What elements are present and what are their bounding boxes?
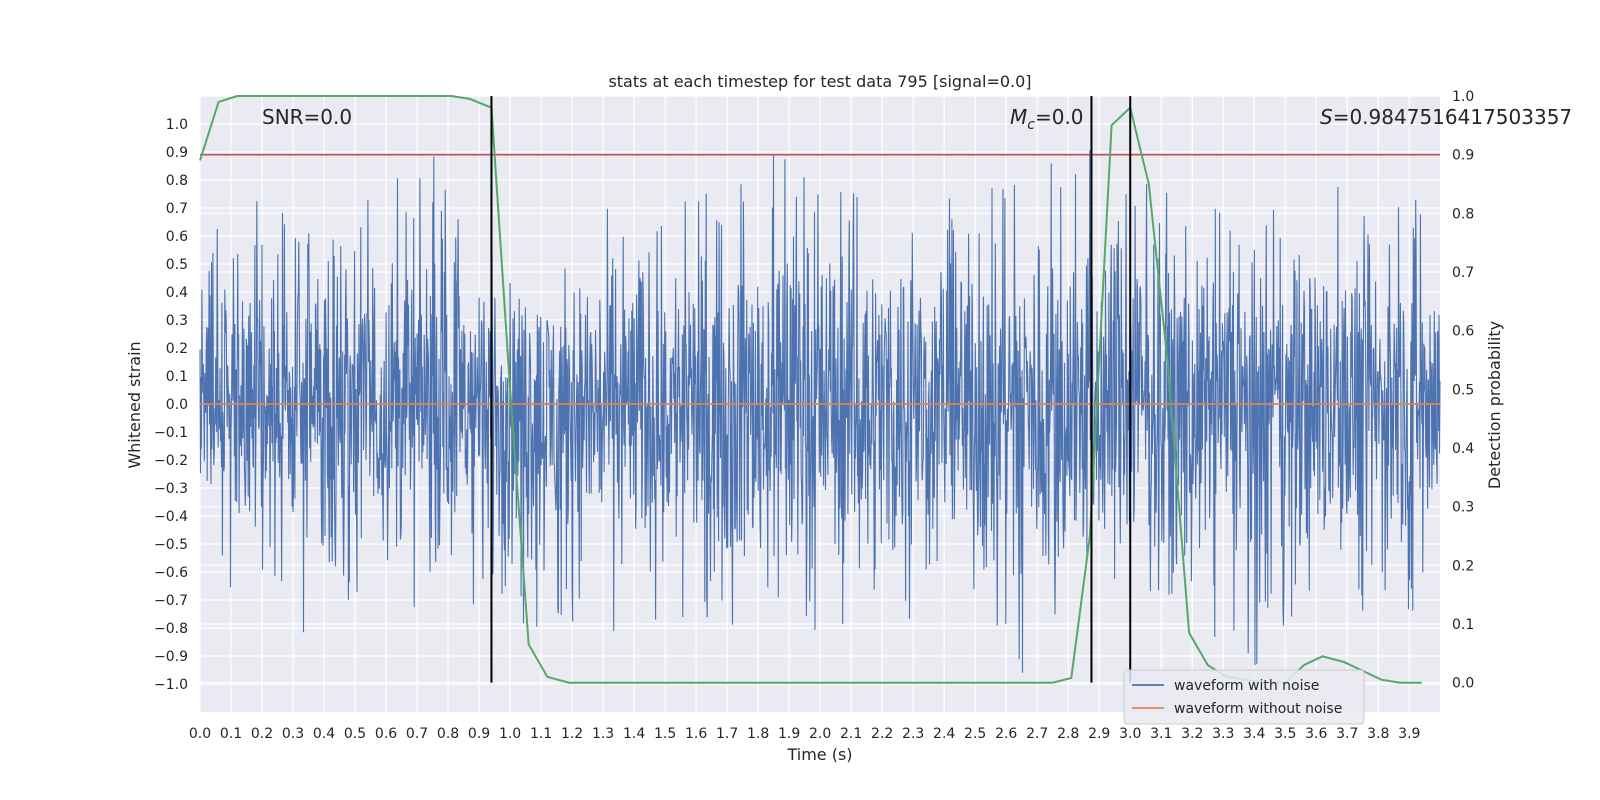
- legend: waveform with noise waveform without noi…: [1123, 669, 1365, 725]
- x-tick-label: 1.5: [654, 726, 676, 742]
- y-tick-label: 0.8: [166, 173, 188, 189]
- y-tick-label: 0.0: [166, 397, 188, 413]
- y2-tick-label: 0.2: [1452, 558, 1474, 574]
- y2-tick-label: 0.8: [1452, 206, 1474, 222]
- x-tick-label: 0.7: [406, 726, 428, 742]
- x-tick-label: 1.7: [716, 726, 738, 742]
- x-tick-label: 1.6: [685, 726, 707, 742]
- y2-axis-label: Detection probability: [1485, 321, 1504, 489]
- x-tick-label: 0.0: [189, 726, 211, 742]
- mc-annotation: Mc=0.0: [1010, 105, 1084, 133]
- y-tick-label: −0.1: [154, 425, 188, 441]
- waveform-with-noise-series: [199, 150, 1441, 673]
- x-axis-label: Time (s): [786, 745, 852, 764]
- x-tick-label: 3.4: [1243, 726, 1265, 742]
- x-tick-label: 3.0: [1119, 726, 1141, 742]
- y-tick-label: −0.9: [154, 649, 188, 665]
- x-tick-label: 0.6: [375, 726, 397, 742]
- y2-tick-label: 0.9: [1452, 148, 1474, 164]
- x-tick-label: 2.9: [1088, 726, 1110, 742]
- x-tick-label: 2.0: [809, 726, 831, 742]
- x-tick-label: 0.8: [437, 726, 459, 742]
- x-tick-label: 1.1: [530, 726, 552, 742]
- x-tick-label: 2.3: [902, 726, 924, 742]
- x-tick-label: 0.3: [282, 726, 304, 742]
- x-tick-label: 1.3: [592, 726, 614, 742]
- s-symbol: S: [1320, 105, 1333, 129]
- mc-value: =0.0: [1035, 105, 1084, 129]
- y2-tick-label: 0.1: [1452, 617, 1474, 633]
- y2-tick-label: 0.4: [1452, 441, 1474, 457]
- y2-axis-ticks: 0.0 0.1 0.2 0.3 0.4 0.5 0.6 0.7 0.8 0.9 1.0: [1452, 89, 1474, 692]
- x-tick-label: 1.0: [499, 726, 521, 742]
- y-tick-label: −1.0: [154, 677, 188, 693]
- y-tick-label: −0.5: [154, 537, 188, 553]
- y2-tick-label: 0.6: [1452, 324, 1474, 340]
- y-tick-label: 0.5: [166, 257, 188, 273]
- x-tick-label: 3.1: [1150, 726, 1172, 742]
- y2-tick-label: 0.5: [1452, 382, 1474, 398]
- x-tick-label: 0.5: [344, 726, 366, 742]
- waveform-with-noise-line: [199, 150, 1441, 673]
- y-tick-label: −0.8: [154, 621, 188, 637]
- x-tick-label: 1.9: [778, 726, 800, 742]
- x-tick-label: 0.2: [251, 726, 273, 742]
- x-tick-label: 3.6: [1305, 726, 1327, 742]
- x-tick-label: 0.1: [220, 726, 242, 742]
- y-tick-label: 0.4: [166, 285, 188, 301]
- mc-subscript: c: [1027, 117, 1035, 133]
- y-tick-label: −0.2: [154, 453, 188, 469]
- y2-tick-label: 0.3: [1452, 500, 1474, 516]
- y-axis-label: Whitened strain: [125, 341, 144, 468]
- x-tick-label: 0.9: [468, 726, 490, 742]
- y-tick-label: 0.1: [166, 369, 188, 385]
- x-tick-label: 3.9: [1398, 726, 1420, 742]
- chart-title: stats at each timestep for test data 795…: [608, 72, 1031, 91]
- y-tick-label: −0.7: [154, 593, 188, 609]
- y-tick-label: −0.6: [154, 565, 188, 581]
- x-tick-label: 1.8: [747, 726, 769, 742]
- legend-label-clean: waveform without noise: [1174, 701, 1342, 717]
- x-tick-label: 0.4: [313, 726, 335, 742]
- x-tick-label: 3.5: [1274, 726, 1296, 742]
- x-tick-label: 1.2: [561, 726, 583, 742]
- legend-label-noise: waveform with noise: [1174, 678, 1319, 694]
- x-tick-label: 1.4: [623, 726, 645, 742]
- y-tick-label: 0.3: [166, 313, 188, 329]
- y2-tick-label: 1.0: [1452, 89, 1474, 105]
- y2-tick-label: 0.7: [1452, 265, 1474, 281]
- y-tick-label: 0.6: [166, 229, 188, 245]
- y-tick-label: 0.9: [166, 145, 188, 161]
- y2-tick-label: 0.0: [1452, 676, 1474, 692]
- x-tick-label: 2.8: [1057, 726, 1079, 742]
- legend-box: [1123, 669, 1365, 725]
- y-tick-label: 0.7: [166, 201, 188, 217]
- x-axis-ticks: 0.0 0.1 0.2 0.3 0.4 0.5 0.6 0.7 0.8 0.9 1.0 1.1 1.2 1…: [189, 726, 1421, 742]
- x-tick-label: 2.4: [933, 726, 955, 742]
- y-axis-ticks: −1.0 −0.9 −0.8 −0.7 −0.6 −0.5 −0.4 −0.3 −0.2 −0.1…: [154, 117, 188, 693]
- y-tick-label: −0.3: [154, 481, 188, 497]
- x-tick-label: 2.5: [964, 726, 986, 742]
- x-tick-label: 3.3: [1212, 726, 1234, 742]
- x-tick-label: 3.2: [1181, 726, 1203, 742]
- x-tick-label: 2.6: [995, 726, 1017, 742]
- s-value: =0.9847516417503357: [1333, 105, 1572, 129]
- y-tick-label: −0.4: [154, 509, 188, 525]
- y-tick-label: 1.0: [166, 117, 188, 133]
- x-tick-label: 2.7: [1026, 726, 1048, 742]
- snr-annotation: SNR=0.0: [262, 105, 352, 129]
- x-tick-label: 3.7: [1336, 726, 1358, 742]
- x-tick-label: 2.2: [871, 726, 893, 742]
- x-tick-label: 2.1: [840, 726, 862, 742]
- s-annotation: S=0.9847516417503357: [1320, 105, 1572, 129]
- x-tick-label: 3.8: [1367, 726, 1389, 742]
- mc-symbol: M: [1010, 105, 1027, 129]
- y-tick-label: 0.2: [166, 341, 188, 357]
